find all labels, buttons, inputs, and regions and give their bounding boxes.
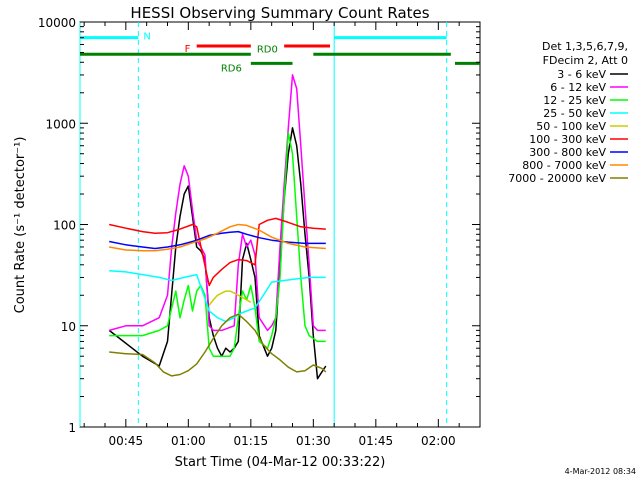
series-line xyxy=(109,217,326,287)
legend-label: 7000 - 20000 keV xyxy=(508,172,606,185)
legend-label: 100 - 300 keV xyxy=(529,133,606,146)
legend-label: 25 - 50 keV xyxy=(543,107,606,120)
flag-bars: N F RD0 RD6 xyxy=(80,32,480,74)
series-lines xyxy=(108,74,327,380)
y-tick-label: 1 xyxy=(68,421,76,435)
x-tick-label: 02:00 xyxy=(421,434,456,448)
chart-title: HESSI Observing Summary Count Rates xyxy=(130,4,429,22)
series-line xyxy=(109,269,326,323)
y-tick-label: 1000 xyxy=(45,117,76,131)
plot-area: N F RD0 RD6 1 10 100 1000 10000 00:45 01:00 01:15… xyxy=(38,16,481,448)
y-axis: 1 10 100 1000 10000 xyxy=(38,16,480,435)
legend-header-1: Det 1,3,5,6,7,9, xyxy=(542,40,628,53)
y-tick-label: 10000 xyxy=(38,16,76,30)
series-line xyxy=(109,132,326,357)
series-line xyxy=(109,223,326,252)
legend: Det 1,3,5,6,7,9, FDecim 2, Att 0 3 - 6 k… xyxy=(508,40,628,185)
series-line xyxy=(109,313,327,377)
x-axis-label: Start Time (04-Mar-12 00:33:22) xyxy=(175,455,386,470)
legend-header-2: FDecim 2, Att 0 xyxy=(543,54,628,67)
footer-date: 4-Mar-2012 08:34 xyxy=(565,467,636,476)
x-tick-label: 00:45 xyxy=(109,434,144,448)
series-line xyxy=(108,127,327,380)
y-tick-label: 100 xyxy=(53,219,76,233)
x-tick-label: 01:00 xyxy=(171,434,206,448)
series-line xyxy=(108,74,326,332)
y-axis-label: Count Rate (s⁻¹ detector⁻¹) xyxy=(13,137,28,314)
x-tick-label: 01:45 xyxy=(359,434,394,448)
legend-label: 800 - 7000 keV xyxy=(522,159,606,172)
flag-label: N xyxy=(143,32,150,43)
vertical-markers xyxy=(79,22,448,427)
legend-label: 3 - 6 keV xyxy=(557,68,606,81)
legend-label: 300 - 800 keV xyxy=(529,146,606,159)
y-tick-label: 10 xyxy=(61,320,76,334)
legend-label: 12 - 25 keV xyxy=(543,94,606,107)
series-line xyxy=(109,230,326,250)
x-tick-label: 01:30 xyxy=(296,434,331,448)
flag-label: F xyxy=(185,44,191,55)
x-tick-label: 01:15 xyxy=(234,434,269,448)
legend-label: 50 - 100 keV xyxy=(536,120,606,133)
plot-frame xyxy=(79,21,481,428)
legend-label: 6 - 12 keV xyxy=(550,81,606,94)
flag-label: RD0 xyxy=(257,44,278,55)
flag-label: RD6 xyxy=(221,63,242,74)
x-axis: 00:45 01:00 01:15 01:30 01:45 02:00 xyxy=(83,22,481,448)
series-line xyxy=(208,290,252,306)
